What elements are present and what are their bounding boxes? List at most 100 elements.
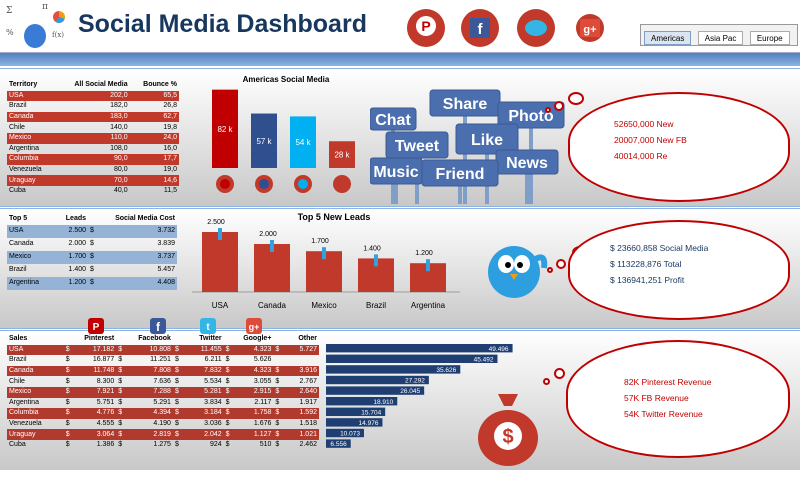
table-cell: 4.776 <box>76 408 117 419</box>
table-cell: $ <box>174 420 179 428</box>
table-cell: 1.700 <box>54 250 89 264</box>
table-cell: Uraguay <box>7 429 64 440</box>
table-cell: 2.819 <box>129 429 173 440</box>
category-icon-center <box>220 179 230 189</box>
th-cost: Social Media Cost <box>115 215 175 223</box>
americas-chart: Americas Social Media 82 k 57 k 54 k 28 k <box>196 72 376 205</box>
table-cell: 80,0 <box>113 166 128 174</box>
bar-label: 1.200 <box>415 250 433 257</box>
category-label: USA <box>212 301 229 310</box>
sales-table: Sales Pinterest Facebook Twitter Google+… <box>7 334 319 451</box>
sales-icons-svg: P f t g+ <box>88 318 262 334</box>
cloud-dot <box>568 92 584 105</box>
sign-text: Chat <box>375 112 411 129</box>
table-row: Columbia 90,0 17,7 <box>7 154 179 165</box>
table-cell: Brazil <box>9 266 27 274</box>
bird-beak <box>510 274 518 280</box>
cloud-dot <box>554 101 564 111</box>
svg-text:f: f <box>156 320 161 334</box>
bar-label: 54 k <box>295 138 311 147</box>
table-row: Argentina 108,0 16,0 <box>7 144 179 155</box>
th-twitter: Twitter <box>199 335 222 343</box>
table-cell: $ <box>65 441 70 449</box>
table-cell: 1.758 <box>236 408 274 419</box>
table-cell: 8.300 <box>96 377 115 385</box>
bar-label: 49.496 <box>489 346 509 353</box>
table-cell: 7.636 <box>153 377 171 385</box>
cloud-dot <box>554 368 565 379</box>
table-cell: 16.877 <box>92 356 115 364</box>
table-row: USA 202,0 65,5 <box>7 90 179 102</box>
table-row: Canada 183,0 62,7 <box>7 111 179 123</box>
table-cell: 3.834 <box>204 398 222 406</box>
table-cell: 202,0 <box>54 90 130 102</box>
bar <box>202 232 238 292</box>
table-cell: $ <box>172 386 186 398</box>
header-icons-svg: P f g+ <box>407 9 604 47</box>
table-cell: $ <box>275 420 280 428</box>
table-cell: 2.500 <box>54 224 89 238</box>
bar <box>326 344 513 353</box>
table-row: Brazil 1.400 $5.457 <box>7 264 177 277</box>
logo-fx: f(x) <box>52 31 65 39</box>
table-cell: $ <box>223 365 237 377</box>
table-cell: $ <box>63 429 77 440</box>
top5-header: Top 5 Leads Social Media Cost <box>7 214 177 225</box>
chart-title: Americas Social Media <box>243 75 330 84</box>
table-cell: $ <box>118 441 123 449</box>
region-europe[interactable]: Europe <box>749 31 790 45</box>
table-row: USA 2.500 $3.732 <box>7 224 177 238</box>
top5-table: Top 5 Leads Social Media Cost USA 2.500 $3… <box>7 214 177 290</box>
bar <box>326 354 498 363</box>
table-cell: 17,7 <box>129 154 179 165</box>
table-cell: 2.117 <box>254 398 272 406</box>
table-cell: $ <box>273 365 286 377</box>
table-cell: Venezuela <box>9 420 42 428</box>
bar-label: 18.910 <box>373 399 393 406</box>
table-cell: 7.808 <box>129 365 173 377</box>
table-cell: 5.457 <box>157 266 175 274</box>
table-cell: $ <box>116 344 130 356</box>
table-row: USA $17.182 $10.808 $11.455 $4.323 $5.727 <box>7 344 319 356</box>
category-icon-center <box>298 179 308 189</box>
bird-pupil <box>505 262 511 268</box>
table-row: Cuba $1.386 $1.275 $924 $510 $2.462 <box>7 440 319 451</box>
table-cell: Brazil <box>9 356 27 364</box>
category-label: Canada <box>258 301 287 310</box>
svg-text:g+: g+ <box>249 322 260 332</box>
table-cell: $ <box>174 398 179 406</box>
svg-text:f: f <box>478 21 484 38</box>
cloud-middle: $ 23660,858 Social Media $ 113228,876 To… <box>568 220 790 320</box>
bar-label: 28 k <box>334 151 350 160</box>
table-cell: 2.042 <box>185 429 224 440</box>
table-row: Mexico 1.700 $3.737 <box>7 250 177 264</box>
table-cell: $ <box>65 398 70 406</box>
region-americas[interactable]: Americas <box>644 31 692 45</box>
table-cell: $ <box>223 344 237 356</box>
table-cell: 3.737 <box>111 250 177 264</box>
error-bar <box>218 228 222 240</box>
table-cell: 924 <box>209 441 222 449</box>
cloud-dot <box>547 267 553 273</box>
table-cell: $ <box>174 377 179 385</box>
table-cell: 17.182 <box>76 344 117 356</box>
table-cell: 2.915 <box>236 386 274 398</box>
table-row: Canada $11.748 $7.808 $7.832 $4.323 $3.916 <box>7 365 319 377</box>
th-googleplus: Google+ <box>243 335 272 343</box>
error-bar <box>322 247 326 260</box>
table-cell: 110,0 <box>54 132 130 144</box>
table-cell: $ <box>65 420 70 428</box>
table-cell: 1.021 <box>285 429 319 440</box>
facebook-small-icon: f <box>150 318 166 334</box>
category-label: Argentina <box>411 301 446 310</box>
table-cell: Canada <box>9 240 34 248</box>
table-cell: 5.751 <box>96 398 115 406</box>
bar-label: 6.556 <box>330 441 347 448</box>
sign-text: Like <box>471 132 503 149</box>
table-cell: 6.211 <box>204 356 222 364</box>
bar-label: 27.292 <box>405 378 425 385</box>
region-asia-pac[interactable]: Asia Pac <box>697 31 744 45</box>
money-bag-graphic: $ <box>472 380 544 475</box>
sign <box>421 159 499 187</box>
table-cell: Chile <box>9 123 25 131</box>
